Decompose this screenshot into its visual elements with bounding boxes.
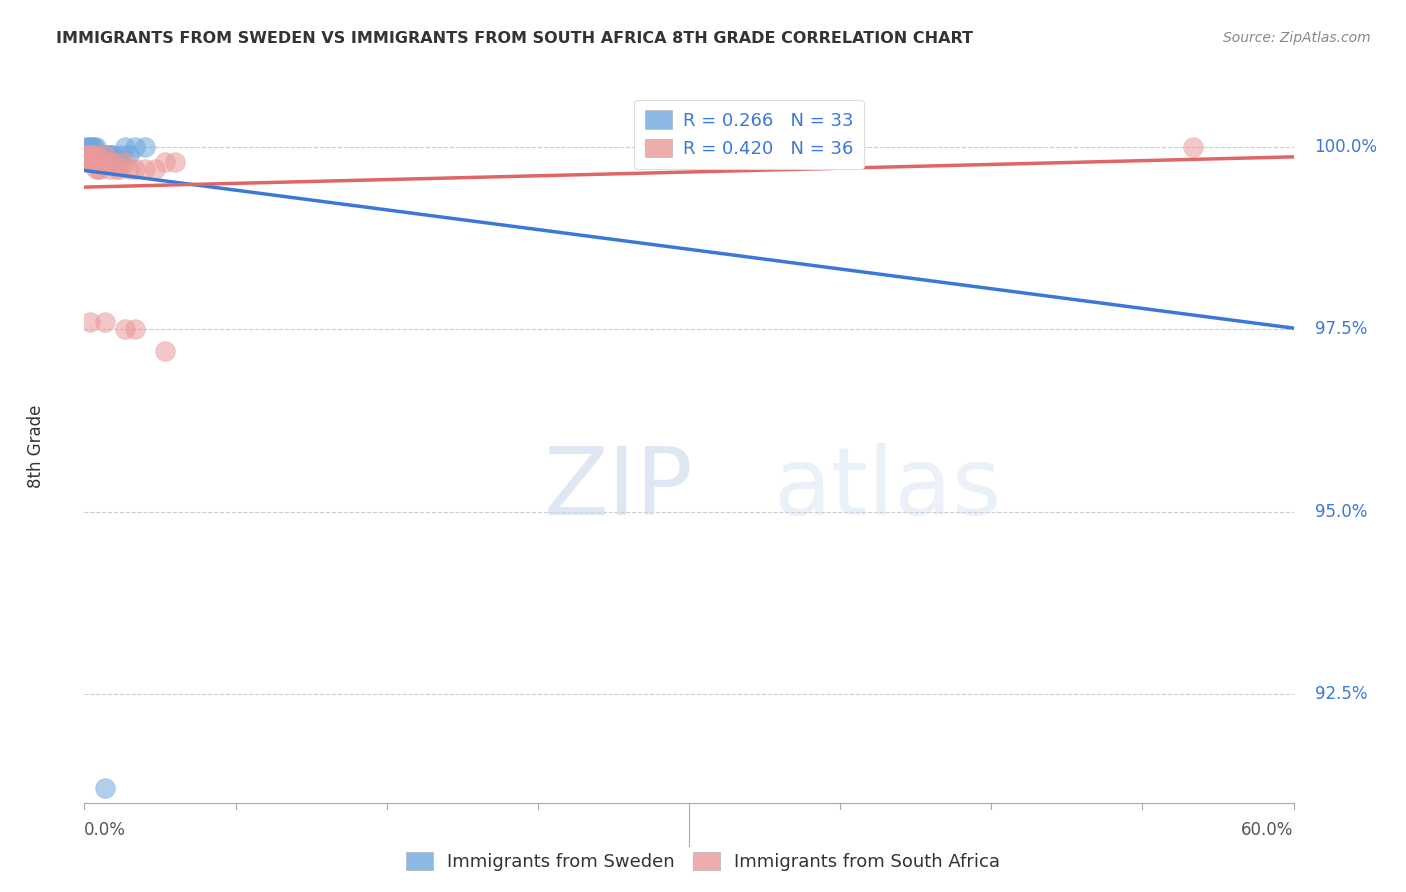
Point xyxy=(110,147,132,161)
Point xyxy=(153,344,176,359)
Point xyxy=(134,162,156,177)
Legend: Immigrants from Sweden, Immigrants from South Africa: Immigrants from Sweden, Immigrants from … xyxy=(398,845,1008,879)
Point xyxy=(75,140,97,154)
Point xyxy=(87,147,110,161)
Point xyxy=(107,162,129,177)
Point xyxy=(79,147,101,161)
Point xyxy=(87,155,110,169)
Point xyxy=(79,147,101,161)
Text: 0.0%: 0.0% xyxy=(84,821,127,838)
Point xyxy=(101,147,124,161)
Point xyxy=(91,147,114,161)
Point xyxy=(89,147,111,161)
Point xyxy=(104,155,127,169)
Point xyxy=(153,155,176,169)
Point xyxy=(100,155,122,169)
Point xyxy=(86,162,108,177)
Point xyxy=(93,147,115,161)
Point xyxy=(114,155,136,169)
Point xyxy=(124,162,146,177)
Text: 60.0%: 60.0% xyxy=(1241,821,1294,838)
Point xyxy=(83,147,105,161)
Point xyxy=(1181,140,1204,154)
Point xyxy=(86,155,108,169)
Text: 95.0%: 95.0% xyxy=(1315,502,1367,521)
Point xyxy=(86,140,108,154)
Point xyxy=(124,322,146,336)
Point xyxy=(89,162,111,177)
Point xyxy=(91,155,114,169)
Point xyxy=(77,140,100,154)
Point xyxy=(79,147,101,161)
Point xyxy=(79,315,101,329)
Text: 8th Grade: 8th Grade xyxy=(27,404,45,488)
Point xyxy=(97,147,120,161)
Point xyxy=(77,147,100,161)
Point xyxy=(96,147,118,161)
Point xyxy=(93,147,115,161)
Point xyxy=(86,155,108,169)
Point xyxy=(143,162,166,177)
Text: IMMIGRANTS FROM SWEDEN VS IMMIGRANTS FROM SOUTH AFRICA 8TH GRADE CORRELATION CHA: IMMIGRANTS FROM SWEDEN VS IMMIGRANTS FRO… xyxy=(56,31,973,46)
Point xyxy=(79,147,101,161)
Point xyxy=(77,155,100,169)
Point xyxy=(82,147,104,161)
Point xyxy=(87,147,110,161)
Point xyxy=(91,155,114,169)
Point xyxy=(100,147,122,161)
Point xyxy=(82,140,104,154)
Text: 100.0%: 100.0% xyxy=(1315,138,1378,156)
Point xyxy=(118,162,141,177)
Point xyxy=(87,162,110,177)
Point xyxy=(83,140,105,154)
Point xyxy=(114,140,136,154)
Point xyxy=(83,147,105,161)
Legend: R = 0.266   N = 33, R = 0.420   N = 36: R = 0.266 N = 33, R = 0.420 N = 36 xyxy=(634,100,865,169)
Point xyxy=(105,155,128,169)
Point xyxy=(75,147,97,161)
Point xyxy=(83,155,105,169)
Point xyxy=(86,147,108,161)
Text: Source: ZipAtlas.com: Source: ZipAtlas.com xyxy=(1223,31,1371,45)
Point xyxy=(89,155,111,169)
Point xyxy=(114,322,136,336)
Point xyxy=(118,147,141,161)
Point xyxy=(83,147,105,161)
Point xyxy=(93,315,115,329)
Text: atlas: atlas xyxy=(773,442,1002,535)
Point xyxy=(82,155,104,169)
Point xyxy=(134,140,156,154)
Point xyxy=(93,781,115,796)
Point xyxy=(165,155,187,169)
Point xyxy=(97,162,120,177)
Point xyxy=(96,155,118,169)
Point xyxy=(82,147,104,161)
Text: 92.5%: 92.5% xyxy=(1315,684,1367,703)
Point xyxy=(77,147,100,161)
Point xyxy=(79,140,101,154)
Point xyxy=(82,147,104,161)
Point xyxy=(105,162,128,177)
Text: 97.5%: 97.5% xyxy=(1315,320,1367,338)
Point xyxy=(124,140,146,154)
Text: ZIP: ZIP xyxy=(544,442,693,535)
Point xyxy=(79,155,101,169)
